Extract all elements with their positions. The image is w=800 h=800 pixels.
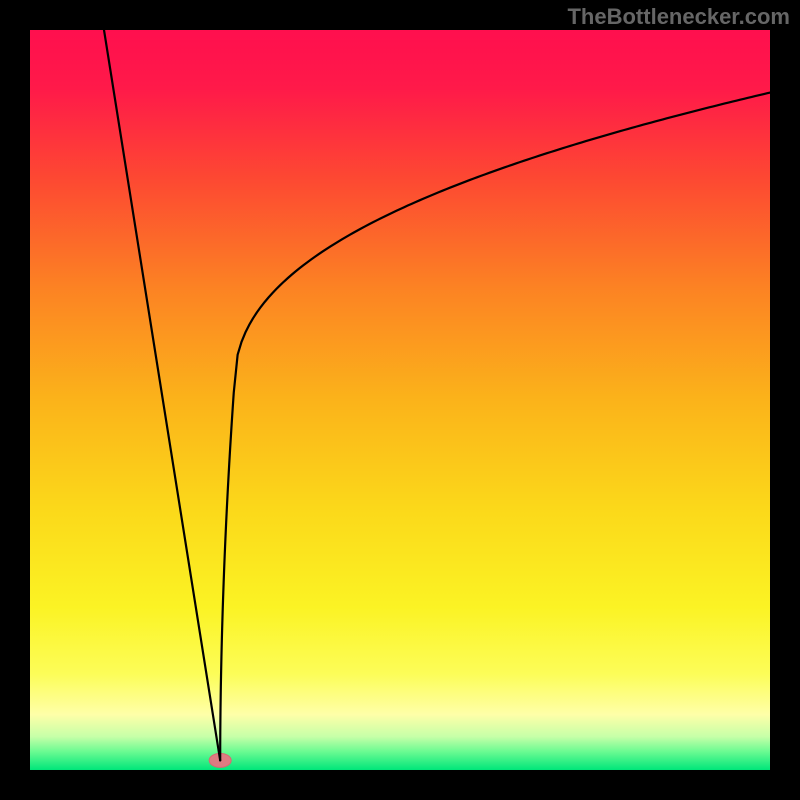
chart-svg: [0, 0, 800, 800]
watermark-text: TheBottlenecker.com: [567, 4, 790, 30]
chart-container: TheBottlenecker.com: [0, 0, 800, 800]
chart-canvas: [0, 0, 800, 800]
